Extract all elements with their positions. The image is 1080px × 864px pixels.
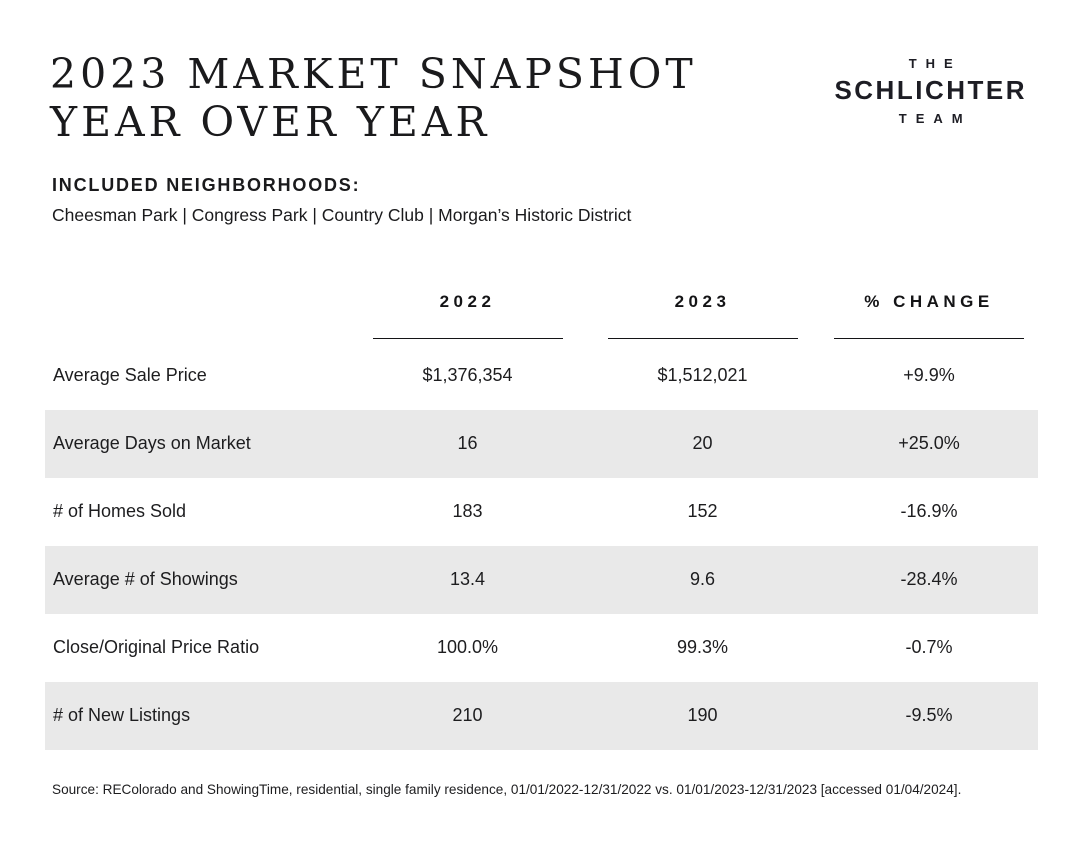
neighborhoods-list: Cheesman Park | Congress Park | Country … [52,204,632,225]
table-row: # of New Listings 210 190 -9.5% [45,681,1038,750]
schlichter-team-logo: THE SCHLICHTER TEAM [834,56,1027,126]
row-label: # of Homes Sold [53,501,187,522]
value-2022: 210 [452,705,483,726]
value-2023: $1,512,021 [657,365,748,386]
market-data-table: 2022 2023 % CHANGE Average Sale Price $1… [45,284,1038,750]
table-row: Close/Original Price Ratio 100.0% 99.3% … [45,614,1038,682]
column-header-change-label: % CHANGE [864,291,994,311]
value-2023: 190 [687,705,718,726]
logo-word-team: TEAM [898,111,972,126]
header-underline [834,337,1024,339]
column-header-2022-label: 2022 [439,291,496,311]
value-2022: 16 [457,433,478,454]
header-underline [607,337,798,339]
table-row: Average Days on Market 16 20 +25.0% [45,409,1038,478]
source-note: Source: REColorado and ShowingTime, resi… [52,781,962,797]
value-2022: 13.4 [449,569,486,590]
column-header-2022: 2022 [350,286,585,339]
table-header-row: 2022 2023 % CHANGE [45,284,1038,342]
value-change: -16.9% [900,501,958,522]
page-title: 2023 MARKET SNAPSHOT YEAR OVER YEAR [45,50,697,147]
row-label: Close/Original Price Ratio [53,637,260,658]
value-2023: 99.3% [676,637,729,658]
value-2022: 183 [452,501,483,522]
table-row: Average # of Showings 13.4 9.6 -28.4% [45,545,1038,614]
header-underline [372,337,563,339]
neighborhoods-label: INCLUDED NEIGHBORHOODS: [52,174,361,195]
value-2022: $1,376,354 [422,365,513,386]
row-label: # of New Listings [53,705,191,726]
page-title-line1: 2023 MARKET SNAPSHOT [50,50,697,98]
column-header-2023: 2023 [585,286,820,339]
row-label: Average # of Showings [53,569,238,590]
page-title-line2: YEAR OVER YEAR [50,98,491,147]
value-2023: 20 [692,433,713,454]
value-change: +25.0% [898,433,960,454]
logo-word-the: THE [908,56,962,71]
table-row: # of Homes Sold 183 152 -16.9% [45,478,1038,546]
neighborhoods-section: INCLUDED NEIGHBORHOODS: Cheesman Park | … [45,175,1035,226]
logo-word-schlichter: SCHLICHTER [834,75,1027,105]
value-2023: 152 [687,501,718,522]
column-header-change: % CHANGE [820,286,1038,339]
row-label: Average Days on Market [53,433,251,454]
row-label: Average Sale Price [53,365,207,386]
value-change: -9.5% [905,705,953,726]
header-spacer [45,286,350,292]
value-change: -28.4% [900,569,958,590]
column-header-2023-label: 2023 [674,291,731,311]
header: 2023 MARKET SNAPSHOT YEAR OVER YEAR THE … [45,50,1035,147]
value-change: +9.9% [903,365,955,386]
value-2022: 100.0% [436,637,499,658]
value-change: -0.7% [905,637,953,658]
value-2023: 9.6 [689,569,716,590]
table-row: Average Sale Price $1,376,354 $1,512,021… [45,342,1038,410]
